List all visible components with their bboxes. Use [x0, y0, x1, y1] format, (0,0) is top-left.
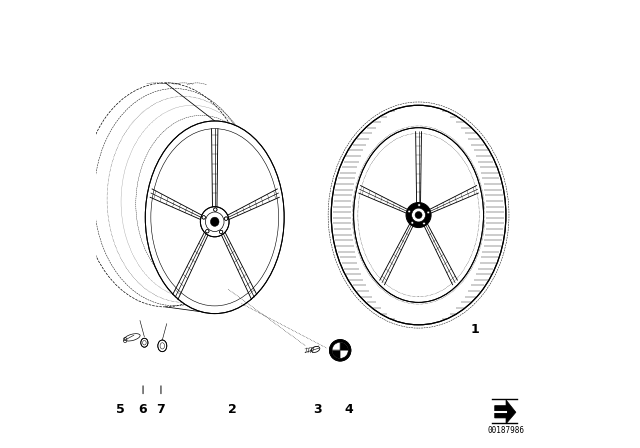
Ellipse shape	[411, 222, 413, 224]
Ellipse shape	[141, 338, 148, 347]
Ellipse shape	[332, 105, 506, 325]
Ellipse shape	[211, 217, 219, 226]
Ellipse shape	[330, 340, 351, 361]
Polygon shape	[340, 342, 348, 350]
Text: 2: 2	[228, 403, 237, 417]
Ellipse shape	[415, 211, 422, 219]
Ellipse shape	[354, 128, 484, 302]
Text: 1: 1	[470, 323, 479, 336]
Ellipse shape	[202, 215, 205, 219]
Text: 6: 6	[139, 403, 147, 417]
Ellipse shape	[158, 340, 167, 352]
Ellipse shape	[412, 208, 426, 222]
Ellipse shape	[225, 217, 228, 220]
Ellipse shape	[205, 229, 209, 233]
Ellipse shape	[332, 342, 348, 358]
Ellipse shape	[418, 204, 420, 206]
Ellipse shape	[427, 211, 429, 214]
Text: 4: 4	[345, 403, 353, 417]
Ellipse shape	[408, 210, 410, 213]
Text: 3: 3	[314, 403, 322, 417]
Ellipse shape	[214, 208, 217, 211]
Text: 7: 7	[157, 403, 165, 417]
Polygon shape	[495, 400, 516, 424]
Ellipse shape	[200, 207, 229, 237]
Ellipse shape	[406, 202, 431, 228]
Text: 00187986: 00187986	[488, 426, 524, 435]
Ellipse shape	[423, 222, 425, 225]
Ellipse shape	[220, 230, 223, 234]
Ellipse shape	[145, 121, 284, 314]
Polygon shape	[332, 350, 340, 358]
Text: 5: 5	[116, 403, 125, 417]
